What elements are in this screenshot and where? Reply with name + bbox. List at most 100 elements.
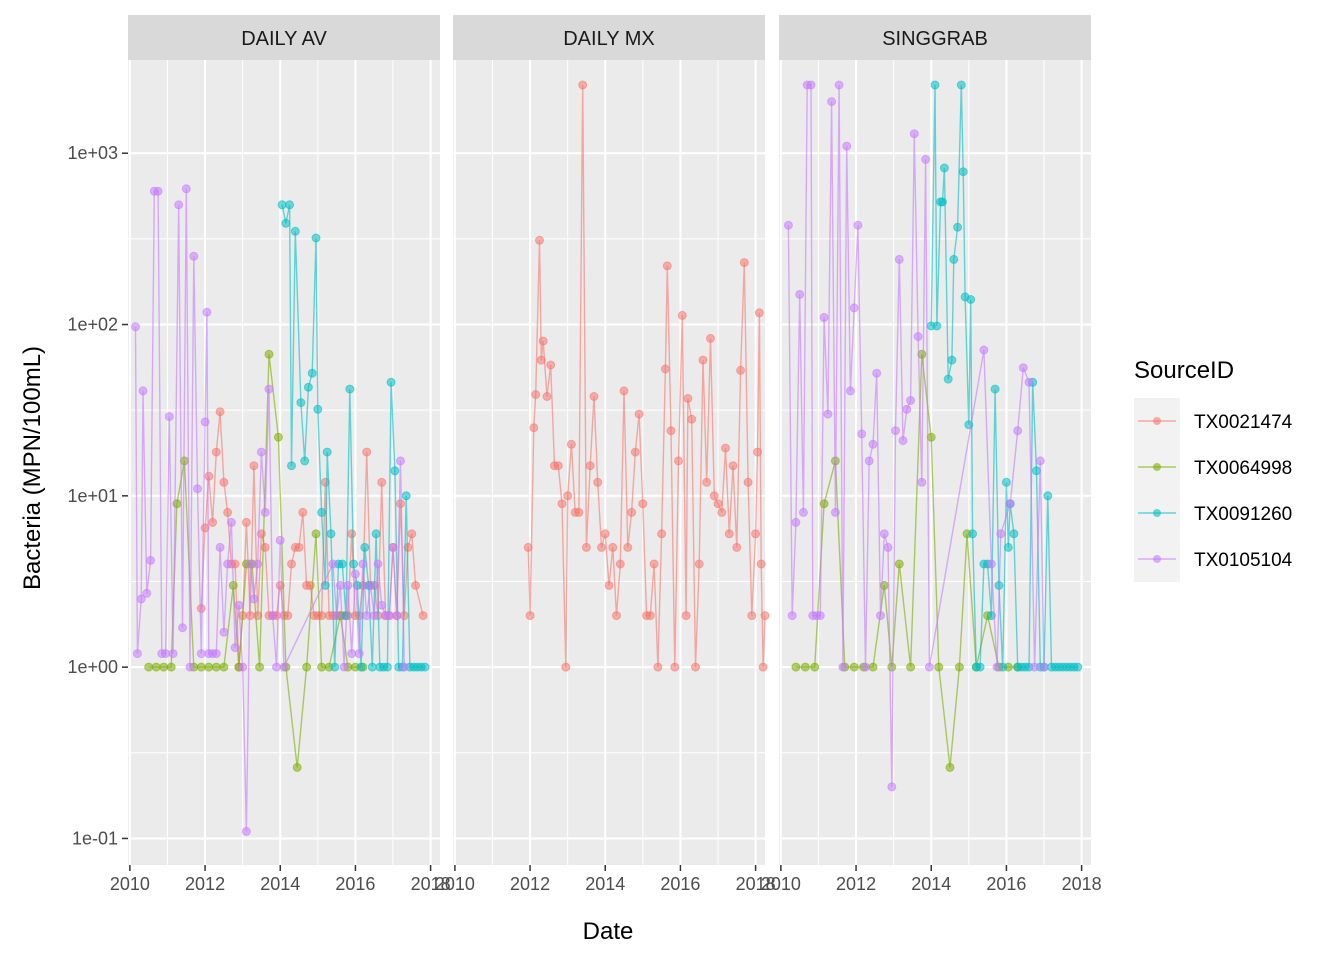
data-point [724,529,734,539]
data-point [604,580,614,590]
data-point [311,233,321,243]
data-point [219,627,229,637]
data-point [388,542,398,552]
data-point [144,662,154,672]
x-tick-label: 2014 [585,874,625,894]
data-point [317,507,327,517]
data-point [798,507,808,517]
data-point [153,186,163,196]
data-point [223,559,233,569]
data-point [883,542,893,552]
x-tick-label: 2016 [335,874,375,894]
series-tx0105104 [131,184,409,836]
y-tick-label: 1e+01 [67,486,118,506]
data-point [287,461,296,471]
data-point [736,365,746,375]
data-point [303,382,313,392]
data-point [838,662,848,672]
data-point [1024,377,1034,387]
panel-singgrab: SINGGRAB 2010 2012 2014 2016 2018 [761,15,1102,894]
data-point [268,611,278,621]
data-point [876,611,885,621]
data-point [525,611,535,621]
data-point [166,662,176,672]
data-point [677,310,687,320]
x-tick-label: 2012 [185,874,225,894]
data-point [879,529,889,539]
data-point [349,559,358,569]
data-point [627,507,637,517]
data-point [174,200,184,210]
data-point [536,355,546,365]
data-point [211,649,221,659]
data-point [330,662,340,672]
legend-key-point [1153,555,1161,563]
data-point [996,529,1006,539]
data-point [302,662,312,672]
data-point [337,559,347,569]
data-point [290,226,300,236]
data-point [523,542,533,552]
data-point [230,643,240,653]
data-point [864,456,874,466]
data-point [354,649,364,659]
data-point [332,611,342,621]
data-point [253,559,263,569]
data-point [953,222,963,232]
data-point [215,407,225,417]
data-point [975,662,985,672]
legend-item-tx0021474: TX0021474 [1134,398,1293,444]
data-point [1018,363,1028,373]
data-point [670,662,680,672]
panel-background [128,60,440,865]
data-point [185,662,195,672]
data-point [630,447,640,457]
data-point [241,517,251,527]
data-point [754,308,764,318]
data-point [208,517,218,527]
facet-strip [779,15,1091,60]
data-point [739,258,749,268]
data-point [196,662,206,672]
data-point [979,345,989,355]
data-point [1043,491,1053,501]
data-point [300,456,310,466]
panels: DAILY AV 2010 2012 2014 2016 2018 DAILY MX 2010… [110,15,1102,894]
data-point [694,559,704,569]
data-point [260,542,270,552]
data-point [566,439,576,449]
data-point [563,491,573,501]
data-point [706,333,715,343]
data-point [345,384,355,394]
data-point [249,594,259,604]
data-point [819,312,829,322]
data-point [317,662,327,672]
data-point [787,611,797,621]
data-point [845,386,855,396]
data-point [702,477,712,487]
data-point [760,611,770,621]
data-point [713,499,723,509]
data-point [947,355,957,365]
data-point [264,349,274,359]
series-line [795,354,1018,768]
data-point [211,662,221,672]
data-point [347,649,357,659]
data-point [382,662,392,672]
x-tick-label: 2016 [660,874,700,894]
legend-item-tx0064998: TX0064998 [1134,444,1292,490]
x-tick-label: 2010 [761,874,801,894]
legend-label: TX0091260 [1194,504,1292,525]
data-point [898,436,908,446]
data-point [909,129,919,139]
data-point [411,580,421,590]
data-point [396,499,405,509]
data-point [674,456,683,466]
data-point [392,611,402,621]
data-point [753,447,762,457]
data-point [131,322,140,332]
legend: SourceID TX0021474 TX0064998 TX0091260 TX01… [1134,357,1293,582]
data-point [751,529,761,539]
data-point [307,368,317,378]
